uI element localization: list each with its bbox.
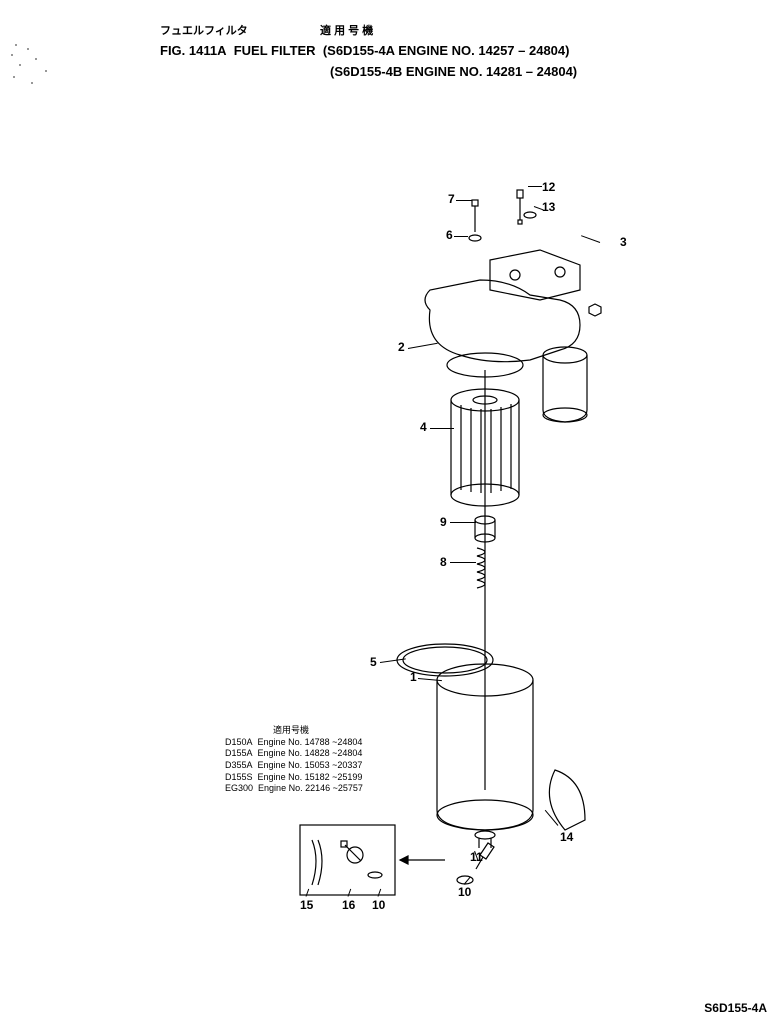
engine-list-header: 適用号機 xyxy=(225,725,363,737)
callout-5: 5 xyxy=(370,655,377,669)
engine-row: D150A Engine No. 14788 ~24804 xyxy=(225,737,363,749)
callout-13: 13 xyxy=(542,200,555,214)
callout-9: 9 xyxy=(440,515,447,529)
engine-list: 適用号機 D150A Engine No. 14788 ~24804 D155A… xyxy=(225,725,363,795)
scan-noise xyxy=(5,40,105,100)
fig-number: FIG. 1411A xyxy=(160,43,226,58)
page-header: フュエルフィルタ 適 用 号 機 FIG. 1411A FUEL FILTER … xyxy=(160,20,742,82)
callout-12: 12 xyxy=(542,180,555,194)
fig-title: FUEL FILTER xyxy=(234,43,316,58)
engine-row: D155A Engine No. 14828 ~24804 xyxy=(225,748,363,760)
engine-row: EG300 Engine No. 22146 ~25757 xyxy=(225,783,363,795)
callout-10a: 10 xyxy=(458,885,471,899)
engine-row: D355A Engine No. 15053 ~20337 xyxy=(225,760,363,772)
callout-7: 7 xyxy=(448,192,455,206)
jp-label-1: フュエルフィルタ xyxy=(160,25,248,37)
callout-16: 16 xyxy=(342,898,355,912)
callout-8: 8 xyxy=(440,555,447,569)
callout-15: 15 xyxy=(300,898,313,912)
callout-3: 3 xyxy=(620,235,627,249)
callout-2: 2 xyxy=(398,340,405,354)
callout-6: 6 xyxy=(446,228,453,242)
spec-line-2: (S6D155-4B ENGINE NO. 14281 – 24804) xyxy=(330,64,577,79)
callout-14: 14 xyxy=(560,830,573,844)
exploded-diagram: 12 13 7 6 3 2 4 9 8 5 1 14 11 10 15 16 1… xyxy=(0,170,782,920)
jp-label-2: 適 用 号 機 xyxy=(320,25,373,37)
callout-10b: 10 xyxy=(372,898,385,912)
spec-line-1: (S6D155-4A ENGINE NO. 14257 – 24804) xyxy=(323,43,570,58)
callout-1: 1 xyxy=(410,670,417,684)
callout-4: 4 xyxy=(420,420,427,434)
engine-row: D155S Engine No. 15182 ~25199 xyxy=(225,772,363,784)
footer-model: S6D155-4A xyxy=(704,1001,767,1015)
